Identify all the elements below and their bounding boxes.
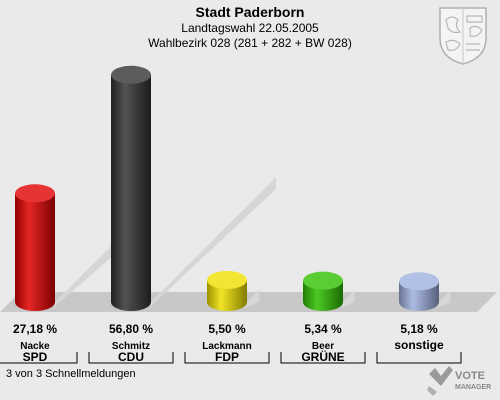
bar-shadow	[341, 290, 355, 308]
bar-shadow	[149, 177, 276, 308]
value-label: 5,50 %	[208, 322, 246, 336]
bar-top	[303, 271, 343, 290]
chart-title: Stadt Paderborn	[195, 4, 305, 20]
bar-spd	[15, 184, 115, 311]
bar-shadow	[53, 242, 115, 308]
bar-shadow	[437, 290, 451, 308]
category-label: FDP	[215, 350, 239, 364]
category-bracket	[0, 352, 78, 364]
bar-gr-ne	[303, 271, 355, 311]
bar-sonstige	[399, 272, 451, 311]
report-status-note: 3 von 3 Schnellmeldungen	[6, 368, 136, 380]
bar-fdp	[207, 271, 260, 311]
coat-of-arms-icon	[439, 7, 487, 65]
bar-top	[399, 272, 439, 291]
bar-body	[15, 193, 55, 311]
category-bracket	[88, 352, 174, 364]
value-label: 56,80 %	[109, 322, 153, 336]
candidate-label: Schmitz	[112, 341, 150, 352]
bar-body	[111, 74, 151, 311]
candidate-label: Beer	[312, 341, 334, 352]
category-label: GRÜNE	[301, 349, 344, 364]
bar-shadow	[245, 289, 260, 308]
category-label: sonstige	[394, 338, 444, 352]
chart-subtitle-district: Wahlbezirk 028 (281 + 282 + BW 028)	[148, 36, 352, 50]
category-bracket	[376, 352, 462, 364]
value-label: 5,18 %	[400, 322, 438, 336]
category-bracket	[280, 352, 366, 364]
svg-text:MANAGER: MANAGER	[455, 384, 491, 391]
category-label: SPD	[23, 350, 48, 364]
value-label: 27,18 %	[13, 322, 57, 336]
svg-text:VOTE: VOTE	[455, 370, 485, 382]
candidate-label: Lackmann	[202, 341, 251, 352]
candidate-label: Nacke	[20, 341, 50, 352]
category-bracket	[184, 352, 270, 364]
bar-top	[15, 184, 55, 203]
value-label: 5,34 %	[304, 322, 342, 336]
bar-top	[111, 65, 151, 84]
chart-subtitle: Landtagswahl 22.05.2005	[181, 21, 319, 35]
votemanager-logo: VOTE MANAGER	[427, 366, 491, 396]
bar-top	[207, 271, 247, 289]
bar-cdu	[111, 65, 276, 311]
category-label: CDU	[118, 350, 144, 364]
